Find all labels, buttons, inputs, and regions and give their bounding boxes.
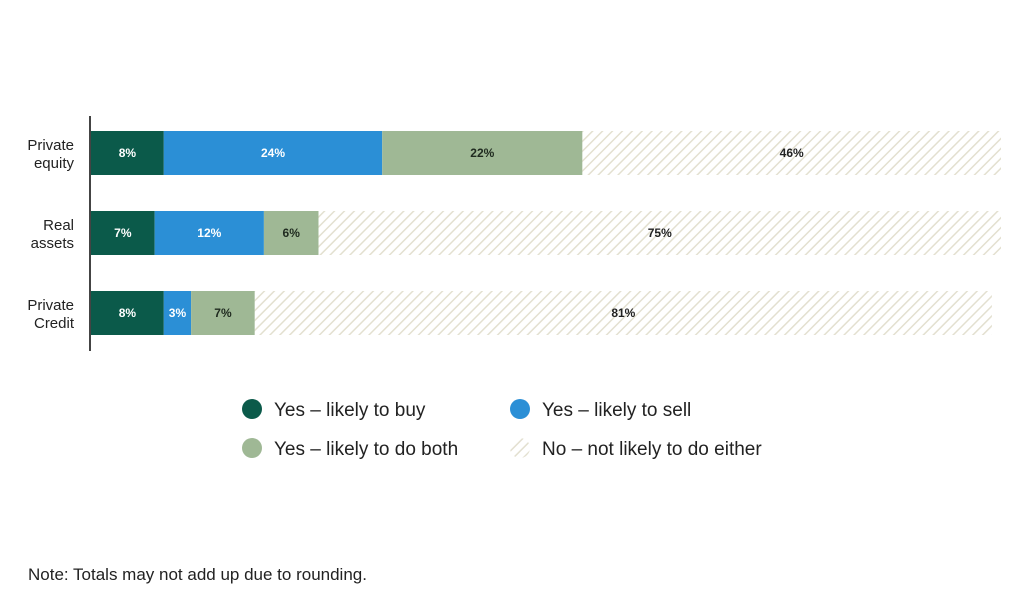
legend-swatch-yes-likely-to-do-both [242, 438, 262, 458]
category-label-private-credit: Private Credit [27, 297, 75, 332]
legend-swatch-yes-likely-to-buy [242, 399, 262, 419]
bar-segment-private-equity-yes-likely-to-do-both [382, 131, 583, 175]
legend: Yes – likely to buy Yes – likely to do bo… [242, 399, 762, 460]
data-label-private-equity-yes-likely-to-sell: 24% [261, 146, 285, 160]
category-label-real-assets: Real assets [31, 217, 74, 252]
data-label-private-credit-yes-likely-to-buy: 8% [119, 306, 137, 320]
data-label-real-assets-no-not-likely-to-do-either: 75% [648, 226, 672, 240]
data-label-real-assets-yes-likely-to-do-both: 6% [283, 226, 301, 240]
data-label-private-credit-yes-likely-to-sell: 3% [169, 306, 187, 320]
legend-label-no-not-likely-to-do-either: No – not likely to do either [542, 439, 762, 460]
legend-label-yes-likely-to-sell: Yes – likely to sell [542, 400, 691, 421]
legend-swatch-yes-likely-to-sell [510, 399, 530, 419]
bar-segment-real-assets-no-not-likely-to-do-either [318, 211, 1001, 255]
footnote: Note: Totals may not add up due to round… [28, 565, 367, 584]
data-label-private-equity-yes-likely-to-buy: 8% [119, 146, 137, 160]
bar-segment-real-assets-yes-likely-to-sell [154, 211, 264, 255]
bar-segment-private-credit-no-not-likely-to-do-either [254, 291, 992, 335]
legend-label-yes-likely-to-buy: Yes – likely to buy [274, 400, 426, 421]
bar-segment-real-assets-yes-likely-to-do-both [263, 211, 319, 255]
data-label-private-equity-no-not-likely-to-do-either: 46% [780, 146, 804, 160]
bars-group: 8% 24% 22% 46% 7% 12% 6% 75% 8% 3% 7% 81% [91, 131, 1001, 335]
bar-segment-private-equity-yes-likely-to-sell [163, 131, 383, 175]
bar-segment-private-credit-yes-likely-to-buy [91, 291, 164, 335]
data-label-real-assets-yes-likely-to-buy: 7% [114, 226, 132, 240]
bar-segment-private-equity-no-not-likely-to-do-either [582, 131, 1001, 175]
bar-segment-private-equity-yes-likely-to-buy [91, 131, 164, 175]
bar-segment-real-assets-yes-likely-to-buy [91, 211, 155, 255]
data-label-private-equity-yes-likely-to-do-both: 22% [470, 146, 494, 160]
bar-segment-private-credit-yes-likely-to-do-both [191, 291, 255, 335]
data-label-private-credit-yes-likely-to-do-both: 7% [214, 306, 232, 320]
data-label-real-assets-yes-likely-to-sell: 12% [197, 226, 221, 240]
category-label-private-equity: Private equity [27, 137, 74, 172]
legend-swatch-no-not-likely-to-do-either [510, 438, 530, 458]
category-labels: Private equity Real assets Private Credit [27, 137, 75, 332]
data-label-private-credit-no-not-likely-to-do-either: 81% [611, 306, 635, 320]
bar-segment-private-credit-yes-likely-to-sell [163, 291, 192, 335]
legend-label-yes-likely-to-do-both: Yes – likely to do both [274, 439, 458, 460]
